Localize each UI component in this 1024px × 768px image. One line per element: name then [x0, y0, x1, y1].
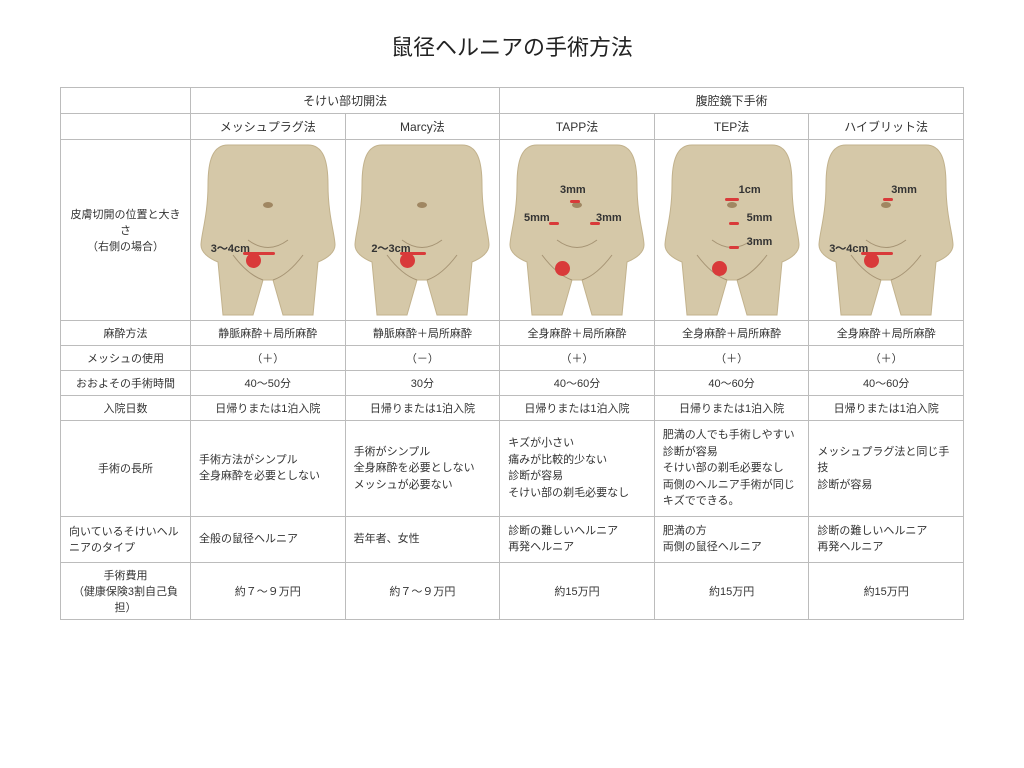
- torso-icon: [347, 140, 497, 320]
- suited-1: 若年者、女性: [345, 516, 500, 562]
- incision-mark: [883, 198, 893, 201]
- row-mesh: メッシュの使用 （＋） （－） （＋） （＋） （＋）: [61, 346, 964, 371]
- hernia-dot: [712, 261, 727, 276]
- cost-2: 約15万円: [500, 562, 655, 619]
- method-2: TAPP法: [500, 114, 655, 140]
- stay-2: 日帰りまたは1泊入院: [500, 396, 655, 421]
- diagram-3: 1cm 5mm 3mm: [654, 140, 809, 321]
- incision-label: 3mm: [747, 236, 773, 248]
- page-title: 鼠径ヘルニアの手術方法: [60, 30, 964, 62]
- diagram-4: 3mm 3〜4cm: [809, 140, 964, 321]
- label-cost: 手術費用 （健康保険3割自己負担）: [61, 562, 191, 619]
- hernia-dot: [555, 261, 570, 276]
- group-open: そけい部切開法: [191, 88, 500, 114]
- pros-3: 肥満の人でも手術しやすい 診断が容易 そけい部の剃毛必要なし 両側のヘルニア手術…: [654, 421, 809, 517]
- incision-mark: [729, 222, 739, 225]
- incision-label: 3〜4cm: [829, 240, 868, 256]
- diagram-1: 2〜3cm: [345, 140, 500, 321]
- row-incision: 皮膚切開の位置と大きさ （右側の場合） 3〜4cm 2〜3cm 5mm3mm3m…: [61, 140, 964, 321]
- pros-0: 手術方法がシンプル 全身麻酔を必要としない: [191, 421, 346, 517]
- incision-label: 3mm: [596, 212, 622, 224]
- incision-mark: [729, 246, 739, 249]
- incision-label: 3mm: [891, 184, 917, 196]
- anesthesia-3: 全身麻酔＋局所麻酔: [654, 321, 809, 346]
- incision-label: 1cm: [739, 184, 761, 196]
- suited-0: 全般の鼠径ヘルニア: [191, 516, 346, 562]
- group-laparo: 腹腔鏡下手術: [500, 88, 964, 114]
- anesthesia-1: 静脈麻酔＋局所麻酔: [345, 321, 500, 346]
- incision-label: 3〜4cm: [211, 240, 250, 256]
- comparison-table: そけい部切開法 腹腔鏡下手術 メッシュプラグ法 Marcy法 TAPP法 TEP…: [60, 87, 964, 620]
- pros-2: キズが小さい 痛みが比較的少ない 診断が容易 そけい部の剃毛必要なし: [500, 421, 655, 517]
- method-3: TEP法: [654, 114, 809, 140]
- torso-icon: [657, 140, 807, 320]
- torso-icon: [811, 140, 961, 320]
- mesh-1: （－）: [345, 346, 500, 371]
- cost-3: 約15万円: [654, 562, 809, 619]
- row-time: おおよその手術時間 40〜50分 30分 40〜60分 40〜60分 40〜60…: [61, 371, 964, 396]
- incision-mark: [725, 198, 739, 201]
- time-3: 40〜60分: [654, 371, 809, 396]
- suited-2: 診断の難しいヘルニア 再発ヘルニア: [500, 516, 655, 562]
- label-incision: 皮膚切開の位置と大きさ （右側の場合）: [61, 140, 191, 321]
- cost-4: 約15万円: [809, 562, 964, 619]
- row-suited: 向いているそけいヘルニアのタイプ 全般の鼠径ヘルニア 若年者、女性 診断の難しい…: [61, 516, 964, 562]
- group-header-row: そけい部切開法 腹腔鏡下手術: [61, 88, 964, 114]
- mesh-0: （＋）: [191, 346, 346, 371]
- time-0: 40〜50分: [191, 371, 346, 396]
- suited-4: 診断の難しいヘルニア 再発ヘルニア: [809, 516, 964, 562]
- label-suited: 向いているそけいヘルニアのタイプ: [61, 516, 191, 562]
- anesthesia-4: 全身麻酔＋局所麻酔: [809, 321, 964, 346]
- pros-4: メッシュプラグ法と同じ手技 診断が容易: [809, 421, 964, 517]
- label-mesh: メッシュの使用: [61, 346, 191, 371]
- time-4: 40〜60分: [809, 371, 964, 396]
- incision-mark: [549, 222, 559, 225]
- stay-3: 日帰りまたは1泊入院: [654, 396, 809, 421]
- time-1: 30分: [345, 371, 500, 396]
- method-4: ハイブリット法: [809, 114, 964, 140]
- incision-label: 5mm: [524, 212, 550, 224]
- suited-3: 肥満の方 両側の鼠径ヘルニア: [654, 516, 809, 562]
- label-pros: 手術の長所: [61, 421, 191, 517]
- incision-label: 5mm: [747, 212, 773, 224]
- mesh-2: （＋）: [500, 346, 655, 371]
- anesthesia-2: 全身麻酔＋局所麻酔: [500, 321, 655, 346]
- cost-0: 約７〜９万円: [191, 562, 346, 619]
- diagram-0: 3〜4cm: [191, 140, 346, 321]
- incision-label: 3mm: [560, 184, 586, 196]
- label-stay: 入院日数: [61, 396, 191, 421]
- mesh-4: （＋）: [809, 346, 964, 371]
- incision-label: 2〜3cm: [371, 240, 410, 256]
- method-1: Marcy法: [345, 114, 500, 140]
- pros-1: 手術がシンプル 全身麻酔を必要としない メッシュが必要ない: [345, 421, 500, 517]
- diagram-2: 5mm 3mm 3mm: [500, 140, 655, 321]
- stay-4: 日帰りまたは1泊入院: [809, 396, 964, 421]
- stay-1: 日帰りまたは1泊入院: [345, 396, 500, 421]
- stay-0: 日帰りまたは1泊入院: [191, 396, 346, 421]
- method-0: メッシュプラグ法: [191, 114, 346, 140]
- torso-icon: [193, 140, 343, 320]
- row-stay: 入院日数 日帰りまたは1泊入院 日帰りまたは1泊入院 日帰りまたは1泊入院 日帰…: [61, 396, 964, 421]
- method-header-row: メッシュプラグ法 Marcy法 TAPP法 TEP法 ハイブリット法: [61, 114, 964, 140]
- mesh-3: （＋）: [654, 346, 809, 371]
- label-time: おおよその手術時間: [61, 371, 191, 396]
- row-pros: 手術の長所 手術方法がシンプル 全身麻酔を必要としない 手術がシンプル 全身麻酔…: [61, 421, 964, 517]
- torso-icon: [502, 140, 652, 320]
- row-anesthesia: 麻酔方法 静脈麻酔＋局所麻酔 静脈麻酔＋局所麻酔 全身麻酔＋局所麻酔 全身麻酔＋…: [61, 321, 964, 346]
- anesthesia-0: 静脈麻酔＋局所麻酔: [191, 321, 346, 346]
- time-2: 40〜60分: [500, 371, 655, 396]
- row-cost: 手術費用 （健康保険3割自己負担） 約７〜９万円 約７〜９万円 約15万円 約1…: [61, 562, 964, 619]
- incision-mark: [570, 200, 580, 203]
- label-anesthesia: 麻酔方法: [61, 321, 191, 346]
- cost-1: 約７〜９万円: [345, 562, 500, 619]
